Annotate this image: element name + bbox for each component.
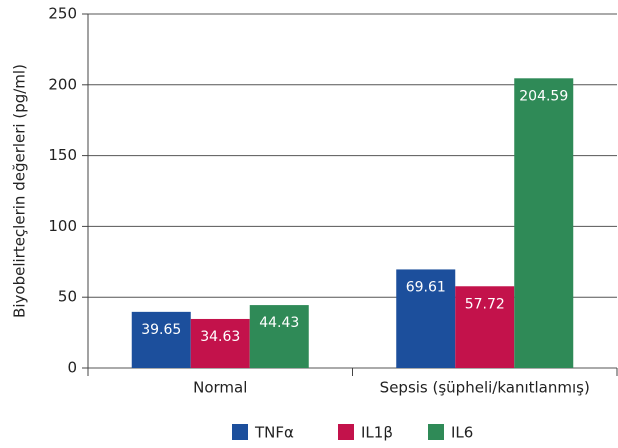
value-label: 69.61	[406, 279, 446, 295]
value-label: 204.59	[519, 88, 568, 104]
x-tick-label: Normal	[193, 379, 247, 397]
legend-label: IL1β	[361, 424, 393, 442]
bar	[190, 318, 250, 368]
bar	[514, 78, 574, 368]
bar	[249, 305, 309, 368]
legend-label: IL6	[451, 424, 473, 442]
legend-swatch	[338, 424, 354, 440]
value-label: 57.72	[465, 296, 505, 312]
y-tick-label: 200	[48, 75, 77, 93]
legend-swatch	[428, 424, 444, 440]
legend-swatch	[232, 424, 248, 440]
y-axis-label: Biyobelirteçlerin değerleri (pg/ml)	[11, 64, 29, 318]
value-label: 34.63	[200, 329, 240, 345]
legend-label: TNFα	[254, 424, 294, 442]
y-tick-label: 0	[67, 359, 77, 377]
y-tick-label: 250	[48, 5, 77, 23]
bar	[396, 269, 456, 368]
y-tick-label: 50	[58, 288, 77, 306]
bar	[131, 311, 191, 368]
y-tick-label: 100	[48, 217, 77, 235]
y-tick-label: 150	[48, 146, 77, 164]
bar	[455, 286, 515, 368]
x-tick-label: Sepsis (şüpheli/kanıtlanmış)	[380, 379, 590, 397]
value-label: 44.43	[259, 315, 299, 331]
value-label: 39.65	[141, 322, 181, 338]
